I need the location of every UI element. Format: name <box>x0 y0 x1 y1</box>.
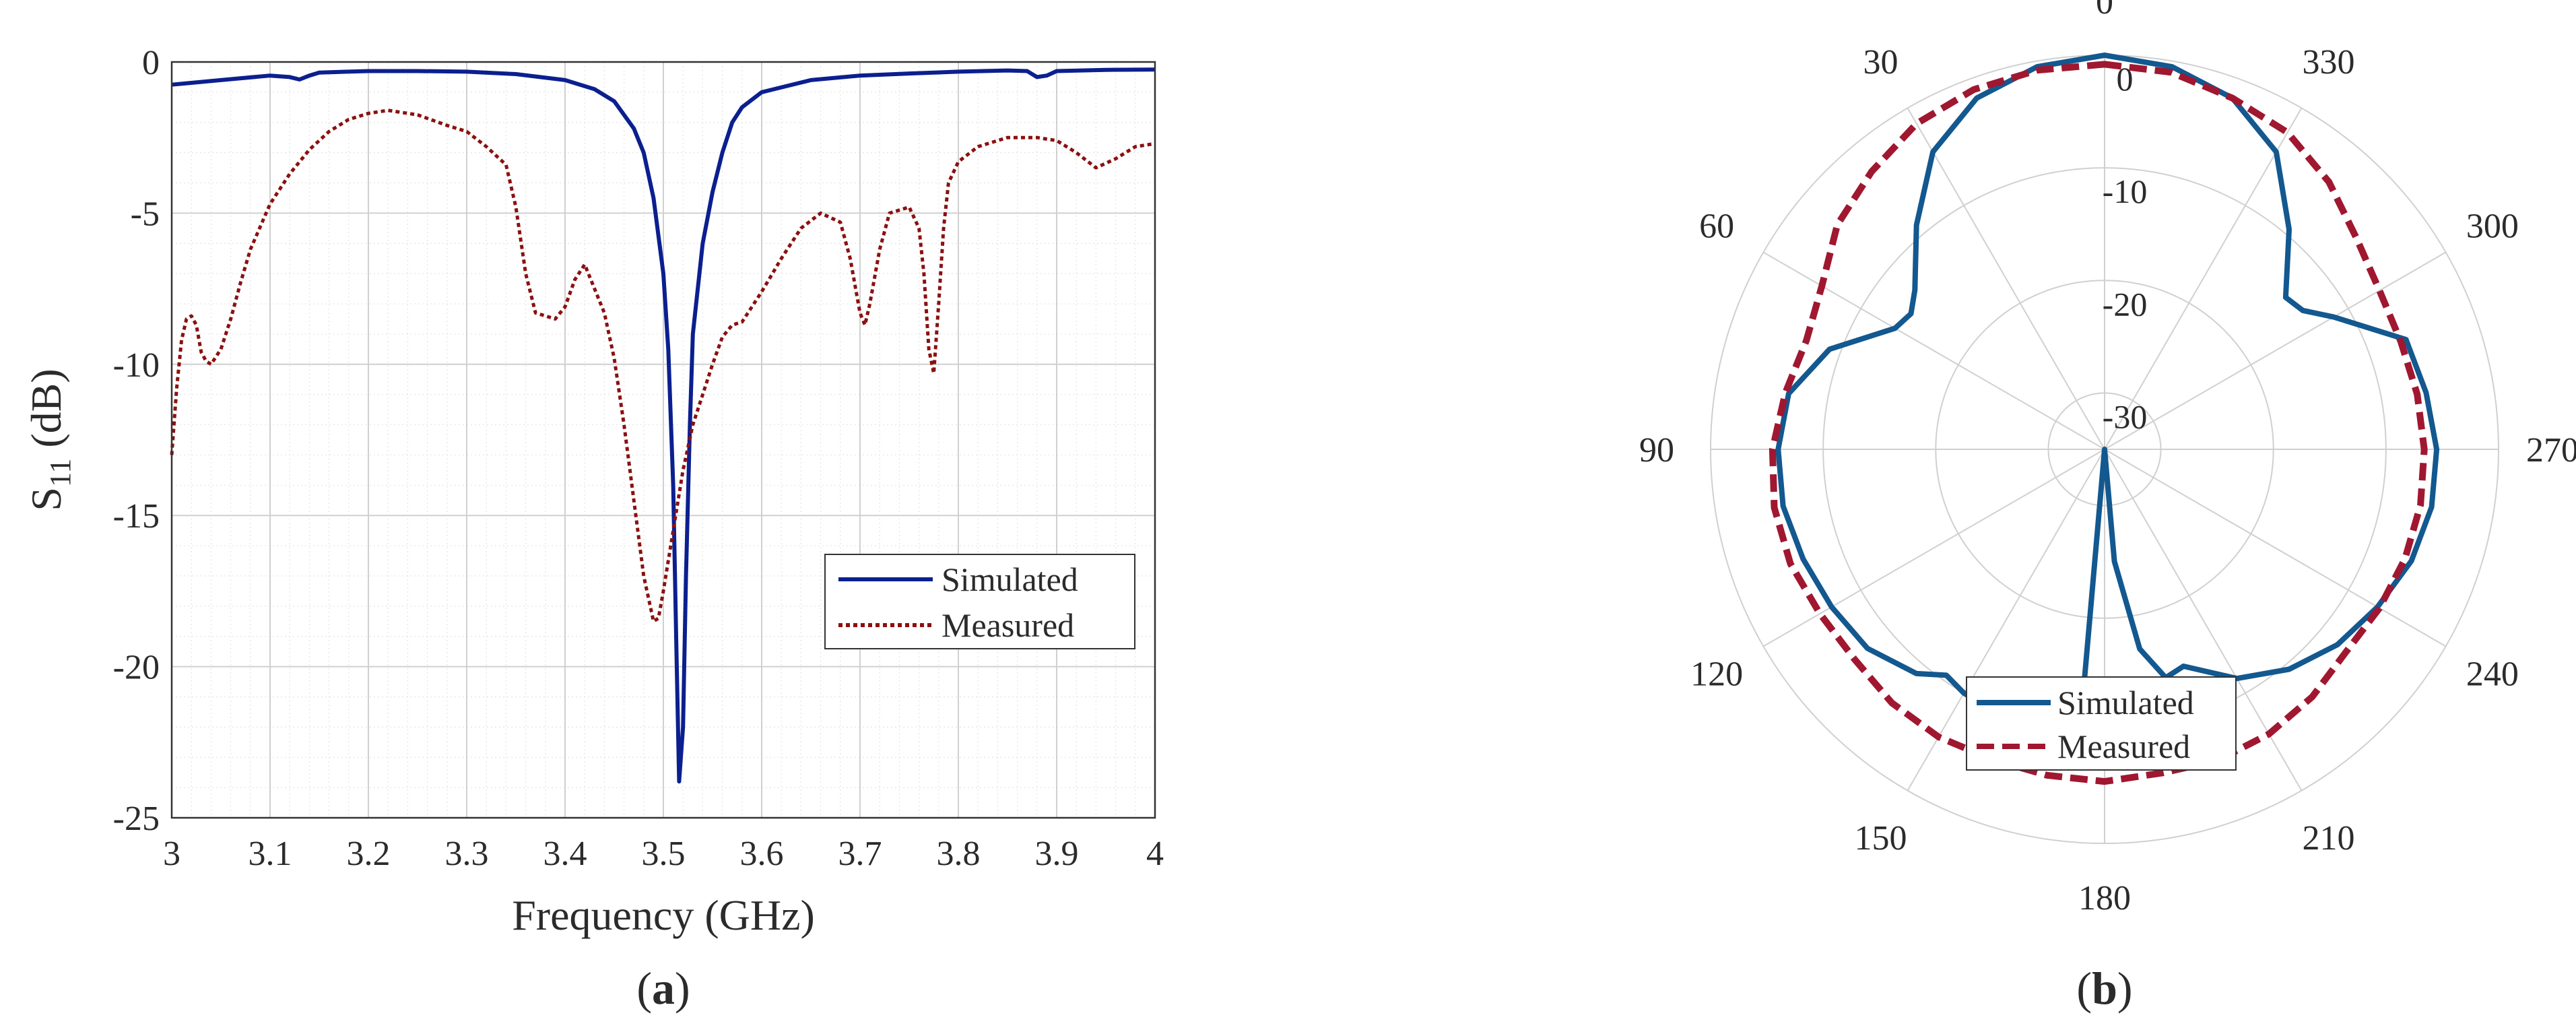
panel-label-a-letter: a <box>652 963 675 1014</box>
y-tick-label: -25 <box>113 800 160 838</box>
x-tick-label: 3.6 <box>740 835 784 873</box>
y-tick-label: -15 <box>113 497 160 536</box>
y-axis-label-subscript: 11 <box>44 459 77 487</box>
panel-label-b-letter: b <box>2092 963 2117 1014</box>
radial-tick-labels: 0-10-20-30 <box>2103 60 2148 435</box>
radial-tick-label: -30 <box>2103 397 2148 435</box>
y-axis-label: S11 (dB) <box>22 368 77 511</box>
legend-measured-label: Measured <box>2057 728 2190 765</box>
y-axis-label-unit: (dB) <box>22 368 70 458</box>
angle-tick-label: 120 <box>1690 655 1743 694</box>
angle-tick-label: 270 <box>2526 431 2576 470</box>
x-tick-label: 3.3 <box>445 835 489 873</box>
y-tick-label: -20 <box>113 649 160 687</box>
y-tick-label: -10 <box>113 346 160 385</box>
minor-grid <box>172 62 1155 818</box>
angular-gridline <box>1907 107 2105 450</box>
plot-frame <box>170 61 1156 819</box>
angle-tick-label: 180 <box>2078 879 2131 917</box>
series-line-measured <box>1769 61 2428 785</box>
x-tick-label: 3.1 <box>249 835 292 873</box>
series-line-simulated <box>1775 53 2440 740</box>
series-lines <box>1769 53 2440 785</box>
legend-simulated-label: Simulated <box>2057 684 2194 721</box>
angle-tick-label: 330 <box>2303 43 2355 82</box>
angle-tick-label: 150 <box>1855 819 1907 858</box>
y-axis-label-main: S <box>22 487 70 511</box>
radial-tick-label: -20 <box>2103 285 2148 323</box>
x-tick-label: 3.8 <box>937 835 981 873</box>
x-axis-label: Frequency (GHz) <box>512 891 815 939</box>
x-tick-labels: 3 3.1 3.2 3.3 3.4 3.5 3.6 3.7 3.8 3.9 4 <box>163 835 1164 873</box>
radiation-pattern-chart: 0 -10 -20 -30 0 30 60 90 120 150 180 210 240 270 300 3… <box>1639 0 2576 1014</box>
angular-gridline <box>1907 449 2105 792</box>
x-tick-label: 3 <box>163 835 180 873</box>
series-lines <box>170 67 1156 784</box>
y-tick-labels: 0 -5 -10 -15 -20 -25 <box>113 44 160 838</box>
angle-tick-label: 90 <box>1639 431 1674 470</box>
angular-gridline <box>1762 449 2105 647</box>
legend-box <box>1966 676 2237 771</box>
angle-tick-label: 60 <box>1699 207 1734 246</box>
x-tick-label: 3.4 <box>543 835 587 873</box>
panel-label-a: (a) <box>636 963 690 1014</box>
angle-tick-label: 30 <box>1863 43 1898 82</box>
angle-tick-labels: 0 30 60 90 120 150 180 210 240 270 300 330 <box>1639 0 2576 917</box>
legend: Simulated Measured <box>1966 676 2237 771</box>
x-tick-label: 3.2 <box>347 835 391 873</box>
series-line-measured <box>170 108 1156 623</box>
s11-chart: 3 3.1 3.2 3.3 3.4 3.5 3.6 3.7 3.8 3.9 4 0 -5 -10 -15 -… <box>22 44 1164 1014</box>
angle-tick-label: 300 <box>2466 207 2519 246</box>
panel-label-b: (b) <box>2076 963 2132 1014</box>
series-line-simulated <box>171 67 1156 784</box>
legend-box <box>824 554 1135 649</box>
x-tick-label: 4 <box>1146 835 1164 873</box>
x-tick-label: 3.5 <box>642 835 686 873</box>
legend: Simulated Measured <box>824 554 1135 649</box>
angle-tick-label: 0 <box>2096 0 2113 22</box>
angle-tick-label: 210 <box>2303 819 2355 858</box>
angular-gridline <box>2104 107 2303 450</box>
legend-measured-label: Measured <box>942 606 1074 644</box>
angular-gridline <box>2104 251 2447 450</box>
y-tick-label: -5 <box>131 195 160 233</box>
angular-gridline <box>1762 251 2105 450</box>
y-tick-label: 0 <box>142 44 160 82</box>
angular-gridline <box>2104 449 2447 647</box>
x-tick-label: 3.7 <box>838 835 882 873</box>
radial-tick-label: -10 <box>2103 172 2148 210</box>
x-tick-label: 3.9 <box>1035 835 1079 873</box>
angle-tick-label: 240 <box>2466 655 2519 694</box>
legend-simulated-label: Simulated <box>942 560 1078 598</box>
